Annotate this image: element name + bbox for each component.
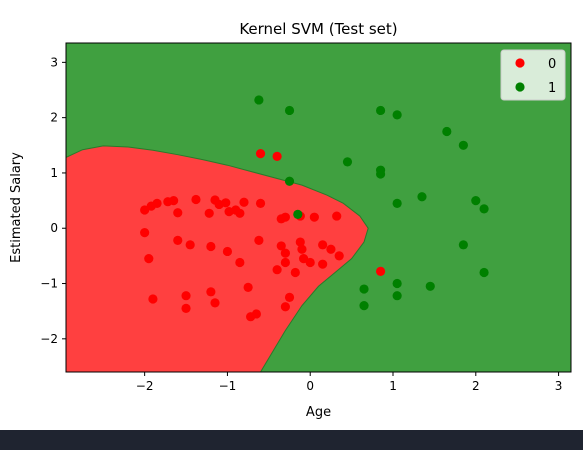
- legend-label-1: 1: [548, 81, 556, 96]
- data-point-class-0: [334, 251, 344, 261]
- data-point-class-0: [290, 267, 300, 278]
- legend-marker-0: [515, 58, 525, 68]
- data-point-class-0: [173, 235, 183, 245]
- legend-label-0: 0: [548, 57, 556, 72]
- data-point-class-1: [284, 105, 295, 116]
- data-point-class-1: [375, 169, 386, 179]
- data-point-class-0: [280, 257, 290, 268]
- y-tick-label: 0: [50, 221, 58, 235]
- axis-ticks: −2 −1 0 1 2 3 −2 −1 0 1 2 3: [40, 55, 562, 393]
- plot-clip-group: [66, 43, 571, 372]
- legend: 01: [500, 49, 566, 101]
- data-point-class-0: [221, 198, 231, 208]
- data-point-class-1: [342, 157, 353, 167]
- data-point-class-0: [204, 208, 214, 218]
- data-point-class-0: [235, 208, 245, 218]
- data-point-class-1: [392, 198, 402, 208]
- x-tick-label: 2: [472, 379, 480, 393]
- data-point-class-0: [169, 195, 179, 206]
- x-tick-label: 3: [555, 379, 563, 393]
- data-point-class-1: [284, 176, 295, 186]
- data-point-class-1: [417, 192, 427, 202]
- data-point-class-0: [297, 244, 307, 254]
- data-point-class-0: [239, 197, 249, 207]
- region-class-0: [66, 145, 369, 372]
- x-axis-label: Age: [306, 405, 331, 420]
- data-point-class-0: [326, 244, 336, 254]
- y-axis-label: Estimated Salary: [9, 152, 24, 263]
- data-point-class-0: [295, 237, 305, 247]
- data-point-class-0: [318, 259, 328, 269]
- data-point-class-1: [254, 95, 264, 105]
- data-point-class-0: [284, 292, 295, 302]
- data-point-class-0: [255, 148, 266, 159]
- data-point-class-1: [471, 195, 481, 206]
- data-point-class-0: [191, 194, 201, 205]
- data-point-class-0: [305, 257, 315, 268]
- data-point-class-0: [181, 303, 191, 314]
- data-point-class-0: [375, 266, 386, 276]
- data-point-class-1: [458, 140, 468, 150]
- data-point-class-1: [392, 110, 402, 120]
- data-point-class-0: [272, 151, 282, 161]
- x-tick-label: 1: [389, 379, 397, 393]
- data-point-class-0: [309, 212, 319, 222]
- data-point-class-0: [332, 211, 342, 221]
- y-tick-label: 3: [50, 55, 58, 69]
- x-tick-label: −2: [136, 379, 154, 393]
- data-point-class-0: [152, 198, 162, 208]
- data-point-class-0: [185, 240, 195, 250]
- data-point-class-0: [280, 302, 290, 312]
- data-point-class-0: [173, 208, 183, 218]
- data-point-class-0: [272, 265, 282, 275]
- data-point-class-0: [276, 241, 286, 251]
- data-point-class-0: [254, 235, 264, 245]
- data-point-class-0: [140, 228, 150, 238]
- data-point-class-0: [144, 254, 154, 264]
- data-point-class-0: [280, 212, 290, 222]
- data-point-class-1: [458, 240, 468, 250]
- data-point-class-1: [375, 105, 386, 116]
- data-point-class-0: [148, 294, 158, 304]
- bottom-bar: [0, 430, 583, 450]
- data-point-class-0: [255, 198, 266, 208]
- data-point-class-1: [359, 301, 369, 311]
- x-tick-label: −1: [219, 379, 237, 393]
- data-point-class-0: [210, 298, 220, 308]
- data-point-class-1: [425, 281, 435, 291]
- data-point-class-1: [479, 267, 489, 278]
- y-tick-label: −1: [40, 277, 58, 291]
- data-point-class-0: [206, 287, 216, 297]
- data-point-class-1: [359, 284, 369, 294]
- y-tick-label: 2: [50, 111, 58, 125]
- data-point-class-0: [251, 309, 262, 319]
- plot-area: [65, 42, 572, 373]
- data-point-class-0: [181, 291, 191, 301]
- legend-marker-1: [515, 82, 525, 92]
- y-tick-label: 1: [50, 166, 58, 180]
- data-point-class-0: [243, 282, 253, 292]
- y-tick-label: −2: [40, 332, 58, 346]
- chart-title: Kernel SVM (Test set): [239, 20, 397, 38]
- data-point-class-1: [479, 204, 489, 214]
- data-point-class-1: [293, 209, 303, 220]
- data-point-class-0: [318, 240, 328, 250]
- data-point-class-1: [392, 291, 402, 301]
- axes-frame: [65, 42, 572, 373]
- data-point-class-1: [392, 278, 402, 289]
- x-tick-label: 0: [306, 379, 314, 393]
- data-point-class-0: [222, 246, 233, 257]
- data-point-class-0: [206, 241, 216, 252]
- data-point-class-0: [235, 257, 245, 268]
- data-point-class-1: [442, 126, 452, 137]
- data-point-class-0: [280, 248, 290, 258]
